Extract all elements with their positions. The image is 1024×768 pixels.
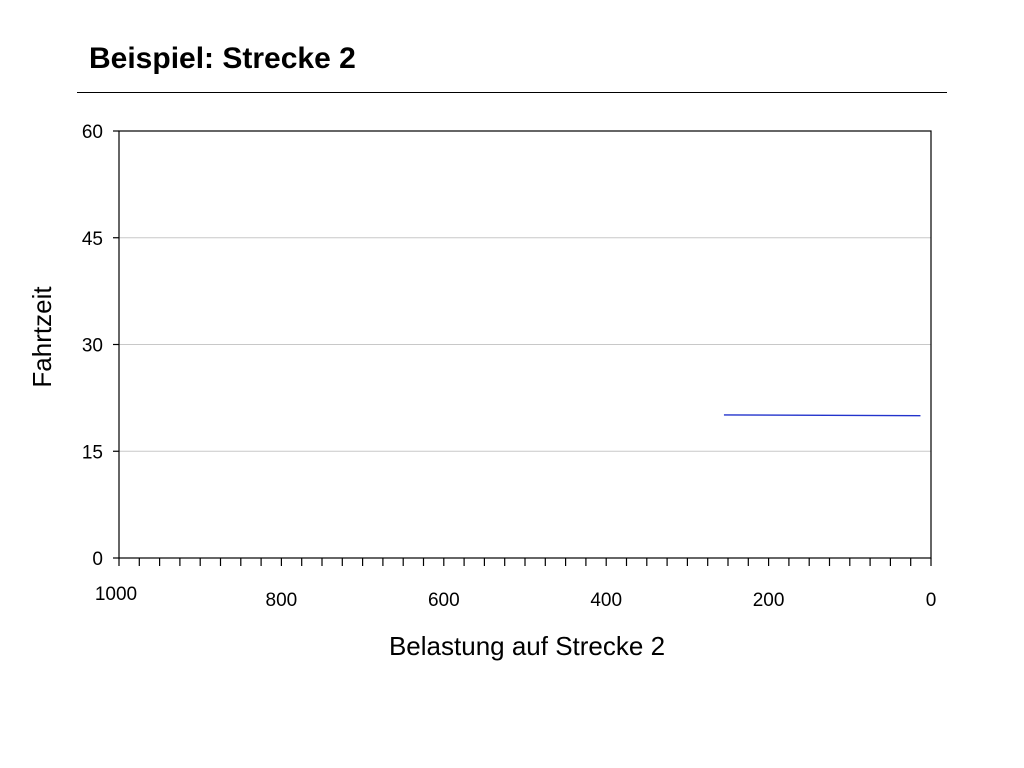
x-tick-label: 200 [753,590,785,611]
x-tick-label: 800 [266,590,298,611]
y-tick-label: 0 [92,549,103,570]
y-axis-ticks: 0 15 30 45 60 [82,122,119,570]
series-lines [723,414,921,417]
x-tick-label: 600 [428,590,460,611]
slide-title: Beispiel: Strecke 2 [89,42,356,75]
y-axis-title: Fahrtzeit [27,286,57,388]
x-tick-label: 1000 [95,584,137,605]
grid-lines [119,237,931,452]
x-axis-ticks: 1000 800 600 400 200 0 [95,558,936,611]
x-tick-label: 400 [590,590,622,611]
y-tick-label: 30 [82,336,103,357]
title-divider [77,92,947,93]
series-line-0 [723,414,921,417]
y-tick-label: 15 [82,442,103,463]
x-tick-label: 0 [926,590,937,611]
x-axis-title: Belastung auf Strecke 2 [389,631,665,661]
y-tick-label: 60 [82,122,103,143]
y-tick-label: 45 [82,229,103,250]
